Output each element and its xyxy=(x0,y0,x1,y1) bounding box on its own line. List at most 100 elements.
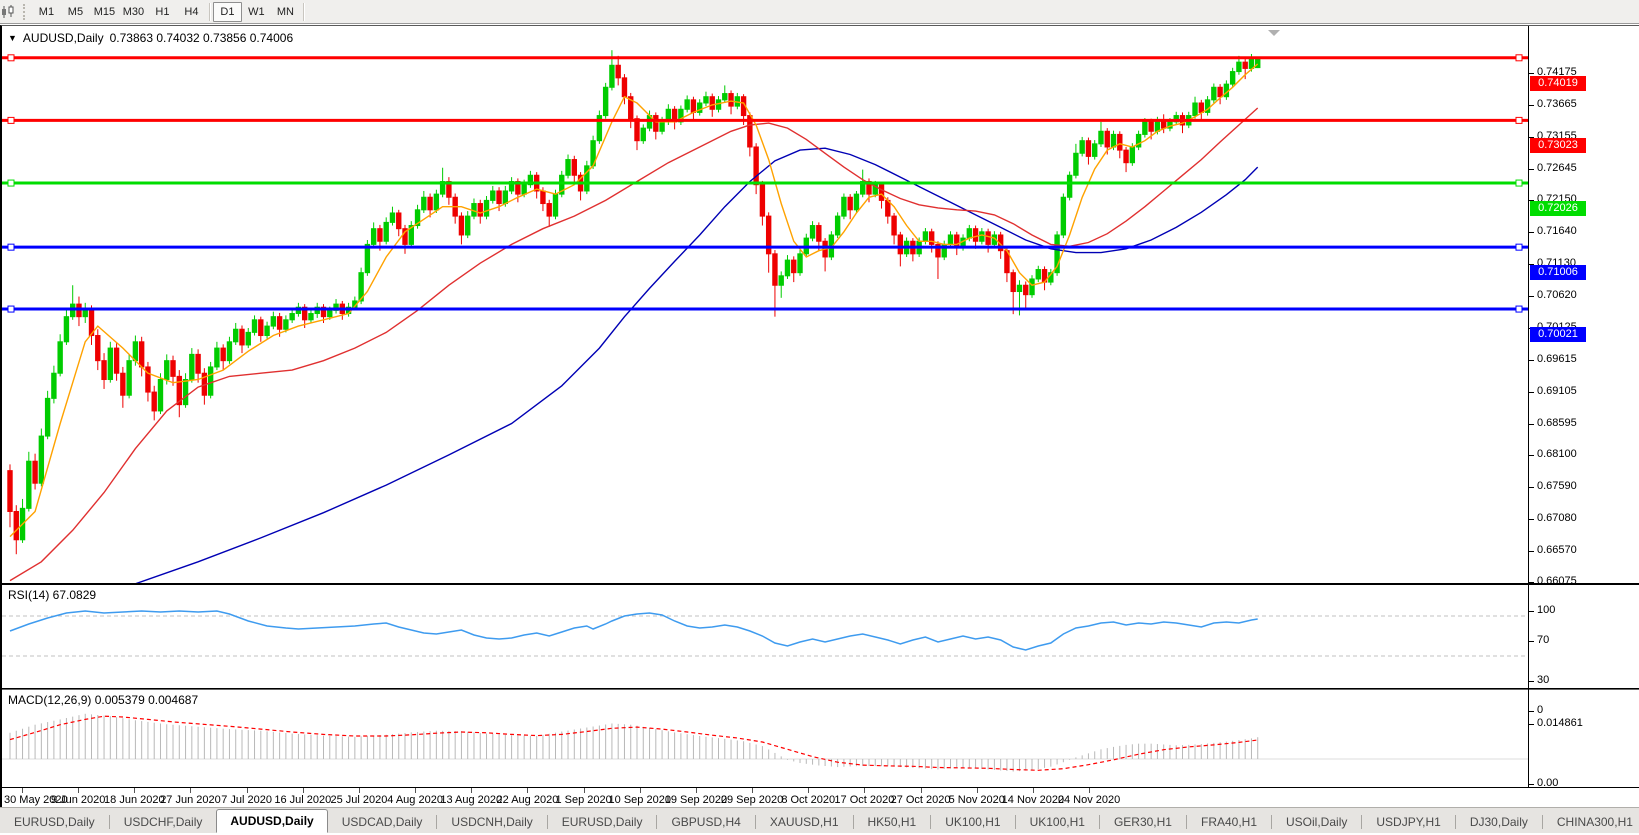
chart-tab-uk100[interactable]: UK100,H1 xyxy=(1015,811,1099,833)
line-handle xyxy=(1515,54,1523,62)
rsi-plot[interactable] xyxy=(2,585,1528,687)
price-axis-tick-mark xyxy=(1529,359,1534,361)
chart-tab-usdjpy[interactable]: USDJPY,H1 xyxy=(1362,811,1455,833)
macd-axis-tick-mark xyxy=(1529,784,1534,785)
macd-plot[interactable] xyxy=(2,690,1528,787)
timeframe-button-w1[interactable]: W1 xyxy=(248,5,265,18)
rsi-axis-tick-mark xyxy=(1529,681,1534,682)
timeframe-buttons: M1 M5 M15 M30 H1 H4 D1 W1 MN xyxy=(32,1,307,22)
tab-separator xyxy=(1454,815,1456,829)
macd-signal-line xyxy=(9,715,1258,771)
price-axis-tick-mark xyxy=(1529,232,1534,234)
chart-tab-eurusd[interactable]: EURUSD,Daily xyxy=(0,811,109,833)
chart-window: ▼ AUDUSD,Daily 0.73863 0.74032 0.73856 0… xyxy=(0,25,1639,813)
chart-tab-eurusd[interactable]: EURUSD,Daily xyxy=(547,811,657,833)
chart-tab-fra40[interactable]: FRA40,H1 xyxy=(1186,811,1272,833)
panel-divider[interactable] xyxy=(2,687,1639,690)
line-handle xyxy=(7,243,15,251)
rsi-axis-tick: 30 xyxy=(1537,674,1550,686)
price-axis-tick: 0.70620 xyxy=(1537,289,1577,302)
chart-tab-usdcad[interactable]: USDCAD,Daily xyxy=(327,811,437,833)
time-axis-tick-mark xyxy=(639,788,641,793)
ma-slow-line xyxy=(135,147,1259,583)
date-label: 17 Oct 2020 xyxy=(834,794,895,806)
main-chart-plot[interactable] xyxy=(2,26,1528,583)
chart-tab-usdcnh[interactable]: USDCNH,Daily xyxy=(437,811,547,833)
price-axis-tick-mark xyxy=(1529,518,1534,520)
timeframe-button-mn[interactable]: MN xyxy=(276,5,294,18)
timeframe-button-d1[interactable]: D1 xyxy=(212,1,242,22)
tab-separator xyxy=(930,815,932,829)
chart-tools-button[interactable]: ▼ xyxy=(0,0,19,23)
time-axis-tick-mark xyxy=(22,788,23,793)
triangle-down-icon[interactable]: ▼ xyxy=(8,33,17,43)
timeframe-button-h4[interactable]: H4 xyxy=(184,5,199,18)
line-handle xyxy=(7,305,15,313)
date-label: 14 Nov 2020 xyxy=(1001,794,1065,806)
price-axis-tick: 0.66570 xyxy=(1537,543,1577,556)
price-axis-tick: 0.73665 xyxy=(1537,98,1577,111)
price-axis-tick: 0.67590 xyxy=(1537,479,1577,492)
price-axis-tick-mark xyxy=(1529,296,1534,298)
timeframe-button-m1[interactable]: M1 xyxy=(38,5,55,18)
chart-tab-usdchf[interactable]: USDCHF,Daily xyxy=(109,811,217,833)
chart-shift-marker-icon xyxy=(1268,30,1280,36)
macd-histogram xyxy=(9,713,1259,772)
tab-separator xyxy=(1014,815,1016,829)
tab-separator xyxy=(436,815,438,829)
date-label: 7 Jul 2020 xyxy=(221,794,273,806)
line-handle xyxy=(1515,243,1523,251)
timeframe-button-m15[interactable]: M15 xyxy=(93,5,116,18)
tab-separator xyxy=(656,815,658,829)
price-axis-tick-mark xyxy=(1529,264,1534,266)
time-axis-tick-mark xyxy=(527,788,529,793)
chart-symbol-label: AUDUSD,Daily xyxy=(22,31,104,45)
panel-divider[interactable] xyxy=(2,583,1639,585)
price-line-badge: 0.71006 xyxy=(1530,265,1586,281)
date-label: 25 Jul 2020 xyxy=(330,794,388,806)
price-axis-tick-mark xyxy=(1529,73,1534,74)
time-axis[interactable]: 30 May 2020 9 Jun 2020 18 Jun 2020 27 Jun 2… xyxy=(2,788,1639,808)
chart-tab-ger30[interactable]: GER30,H1 xyxy=(1099,811,1186,833)
chart-tab-uk100[interactable]: UK100,H1 xyxy=(931,811,1015,833)
chart-tab-dj30[interactable]: DJ30,Daily xyxy=(1455,811,1542,833)
candlestick-chart-icon xyxy=(2,4,14,18)
tab-separator xyxy=(852,815,854,829)
time-axis-tick-mark xyxy=(976,788,978,793)
macd-axis-tick-mark xyxy=(1529,724,1534,725)
date-label: 27 Jun 2020 xyxy=(160,794,221,806)
price-line-badge: 0.74019 xyxy=(1530,75,1586,91)
date-label: 18 Jun 2020 xyxy=(104,794,165,806)
chart-tab-usoil[interactable]: USOil,Daily xyxy=(1272,811,1362,833)
time-axis-tick-mark xyxy=(864,788,866,793)
timeframe-toolbar: ▼ M1 M5 M15 M30 H1 H4 D1 W1 MN xyxy=(0,0,1639,24)
price-axis-tick: 0.71640 xyxy=(1537,225,1577,238)
chart-tab-gbpusd[interactable]: GBPUSD,H4 xyxy=(657,811,755,833)
line-handle xyxy=(7,116,15,124)
time-axis-tick-mark xyxy=(302,788,304,793)
timeframe-button-m5[interactable]: M5 xyxy=(67,5,84,18)
timeframe-button-m30[interactable]: M30 xyxy=(122,5,145,18)
date-label: 16 Jul 2020 xyxy=(274,794,332,806)
candles-layer xyxy=(7,50,1261,555)
time-axis-tick-mark xyxy=(808,788,810,793)
chart-tab-hk50[interactable]: HK50,H1 xyxy=(853,811,931,833)
chart-tabs: EURUSD,Daily USDCHF,Daily AUDUSD,Daily USDC… xyxy=(0,808,1639,833)
time-axis-tick-mark xyxy=(415,788,417,793)
date-label: 10 Sep 2020 xyxy=(608,794,671,806)
chart-tab-audusd[interactable]: AUDUSD,Daily xyxy=(216,809,328,833)
tab-separator xyxy=(1541,815,1543,829)
chart-tab-xauusd[interactable]: XAUUSD,H1 xyxy=(755,811,853,833)
time-axis-tick-mark xyxy=(134,788,136,793)
time-axis-tick-mark xyxy=(583,788,585,793)
panel-divider xyxy=(2,787,1639,788)
price-axis-tick-mark xyxy=(1529,454,1534,456)
date-label: 8 Oct 2020 xyxy=(781,794,836,806)
time-axis-tick-mark xyxy=(471,788,473,793)
toolbar-drag-grip[interactable] xyxy=(22,3,26,20)
time-axis-tick-mark xyxy=(1032,788,1034,793)
chart-tab-china300[interactable]: CHINA300,H1 xyxy=(1542,811,1639,833)
tab-separator xyxy=(1271,815,1273,829)
timeframe-button-h1[interactable]: H1 xyxy=(155,5,170,18)
